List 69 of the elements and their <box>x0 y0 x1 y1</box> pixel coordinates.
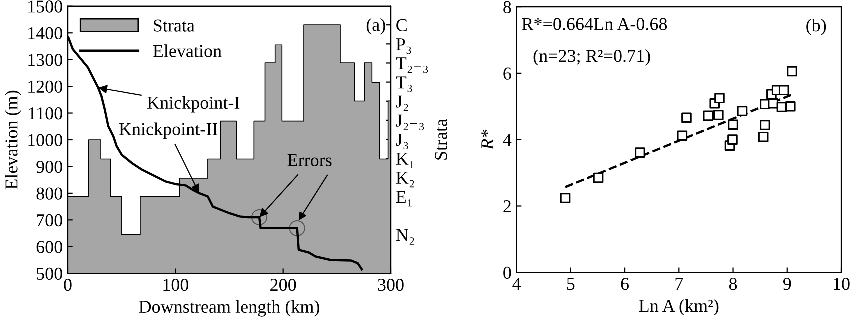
legend-label: Strata <box>154 20 195 32</box>
point <box>682 112 692 124</box>
point <box>635 148 646 158</box>
point <box>778 85 790 96</box>
y-tick-label: 1200 <box>28 80 62 93</box>
y-tick-label: 1400 <box>28 27 62 40</box>
y-tick-label: 1100 <box>29 108 62 120</box>
annotation: Knickpoint-I <box>147 96 240 113</box>
annotation: R*=0.664Ln A-0.68 <box>522 18 668 30</box>
point <box>768 98 778 109</box>
annotation: (n=23; R²=0.71) <box>534 50 650 66</box>
point <box>703 110 714 122</box>
x-axis-title: Ln A (km²) <box>639 299 719 316</box>
y-tick-label: 0 <box>504 266 512 280</box>
annotation: (b) <box>806 18 826 36</box>
x-tick-label: 10 <box>834 278 850 290</box>
category-label: K₂ <box>396 172 414 188</box>
annotation: Knickpoint-II <box>119 122 218 140</box>
x-tick-label: 5 <box>567 278 575 290</box>
x-tick-label: 300 <box>378 278 404 292</box>
point <box>728 120 738 130</box>
point <box>760 120 770 130</box>
x-tick-label: 9 <box>783 278 792 290</box>
x-tick-label: 200 <box>270 278 296 292</box>
x-tick-label: 100 <box>164 278 189 292</box>
y-tick-label: 2 <box>504 200 511 213</box>
point <box>787 66 798 77</box>
category-label: C <box>396 19 407 32</box>
point <box>560 193 571 204</box>
y-axis-title: Elevation (m) <box>5 90 22 190</box>
category-label: E₁ <box>396 191 412 207</box>
point <box>714 110 724 120</box>
y-tick-label: 1300 <box>28 54 62 66</box>
point <box>677 130 688 142</box>
x-tick-label: 0 <box>64 278 72 292</box>
point <box>593 172 604 184</box>
x-axis-title: Downstream length (km) <box>139 300 320 317</box>
y-tick-label: 500 <box>37 268 62 280</box>
point <box>785 101 796 112</box>
y-tick-label: 8 <box>504 1 512 14</box>
y-tick-label: 1500 <box>28 0 62 13</box>
y-tick-label: 6 <box>504 68 512 80</box>
y2-axis-title: Strata <box>435 119 448 160</box>
annotation: (a) <box>366 18 386 35</box>
category-label: J₂ <box>396 96 408 112</box>
y-tick-label: 700 <box>37 214 62 227</box>
point <box>714 93 725 104</box>
point <box>737 106 748 116</box>
annotation: Errors <box>288 154 332 166</box>
point <box>758 132 769 142</box>
x-tick-label: 8 <box>729 278 738 290</box>
x-tick-label: 7 <box>676 278 684 290</box>
x-tick-label: 4 <box>512 278 522 290</box>
y-tick-label: 4 <box>503 134 512 146</box>
y-tick-label: 800 <box>36 188 62 200</box>
legend-label: Elevation <box>153 44 222 58</box>
y-tick-label: 600 <box>36 241 62 254</box>
category-label: N₂ <box>396 229 414 245</box>
category-label: T₃ <box>396 76 412 92</box>
category-label: J₂₋₃ <box>396 114 424 130</box>
point <box>728 134 738 145</box>
y-tick-label: 1000 <box>28 134 62 146</box>
category-label: T₂₋₃ <box>396 58 428 74</box>
category-label: K₁ <box>396 153 414 168</box>
x-tick-label: 6 <box>621 278 630 290</box>
y-tick-label: 900 <box>36 160 62 174</box>
category-label: J₃ <box>396 134 408 150</box>
category-label: P₃ <box>396 38 412 54</box>
y-axis-title: R* <box>482 130 494 150</box>
